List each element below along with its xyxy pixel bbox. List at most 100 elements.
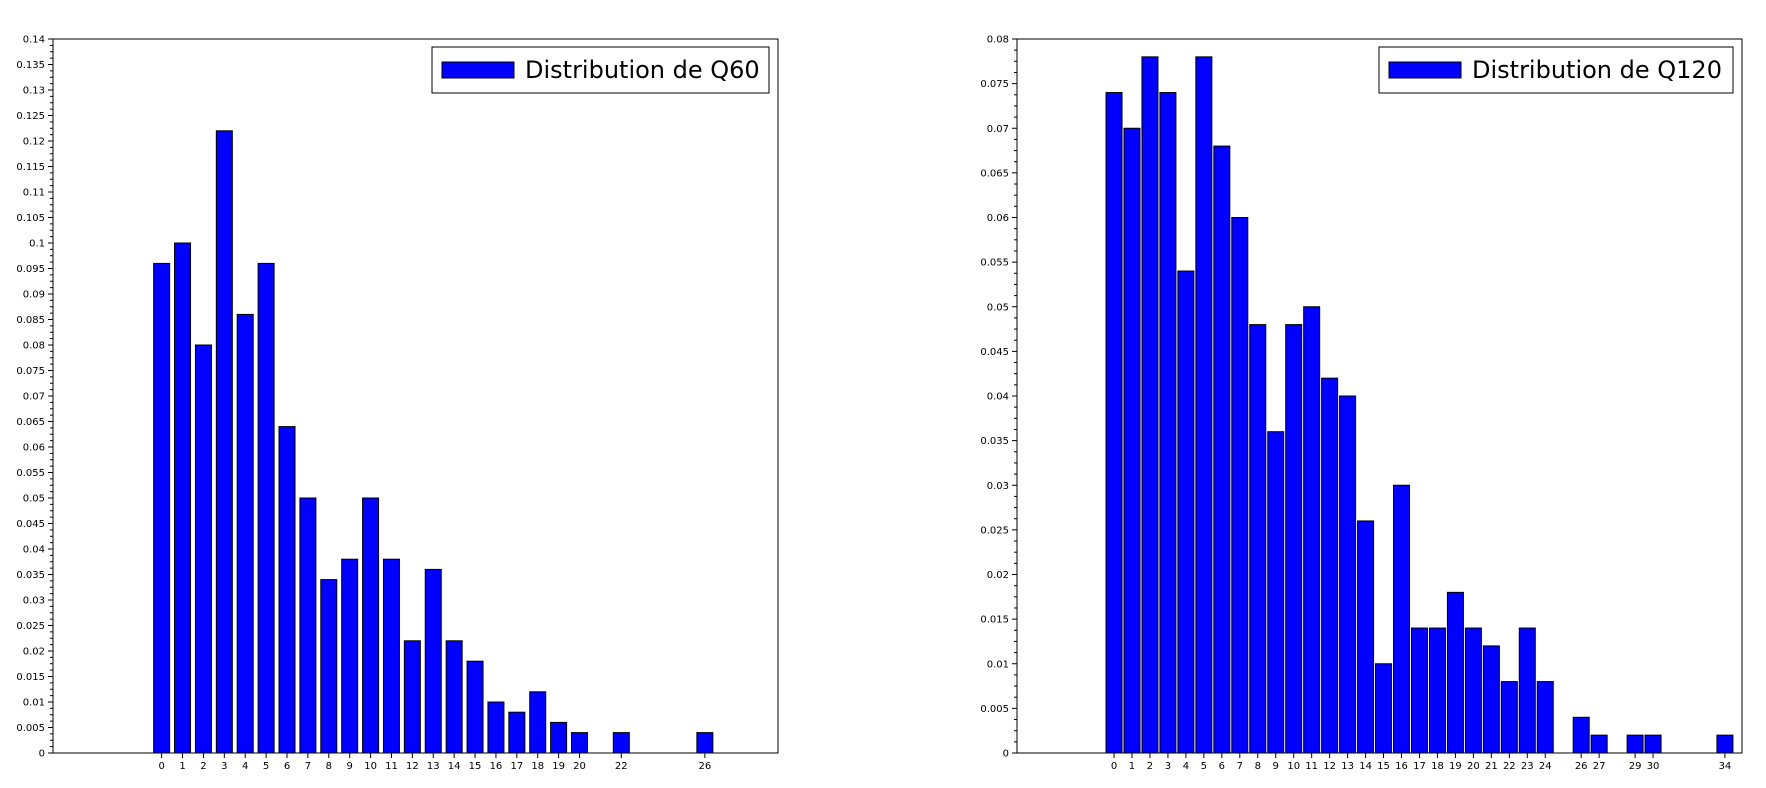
x-tick-label: 21	[1485, 761, 1498, 772]
y-tick-label: 0.05	[23, 494, 45, 505]
x-tick-label: 18	[1431, 761, 1444, 772]
y-axis: 0 0.005 0.01 0.015 0.02 0.025 0.03 0.035 0.04 0.0…	[980, 35, 1017, 760]
bar	[1159, 92, 1177, 754]
x-tick-label: 5	[1201, 761, 1207, 772]
x-tick-label: 1	[179, 761, 185, 772]
bar	[1482, 645, 1500, 754]
x-tick-label: 1	[1129, 761, 1135, 772]
bar	[236, 313, 254, 754]
x-tick-label: 22	[1503, 761, 1516, 772]
y-tick-label: 0.035	[16, 570, 45, 581]
y-tick-label: 0.03	[23, 596, 45, 607]
y-tick-label: 0.04	[987, 392, 1009, 403]
bar	[1572, 716, 1590, 754]
y-tick-label: 0.08	[23, 341, 45, 352]
bar	[257, 262, 275, 754]
x-tick-label: 8	[326, 761, 332, 772]
x-tick-label: 20	[1467, 761, 1480, 772]
x-tick-label: 7	[305, 761, 311, 772]
chart-q60: 0 0.005 0.01 0.015 0.02 0.025 0.03 0.035 0.04 0.0…	[16, 35, 779, 772]
y-tick-label: 0.01	[987, 659, 1009, 670]
x-tick-label: 18	[531, 761, 544, 772]
y-tick-label: 0.025	[16, 621, 45, 632]
bar	[1626, 734, 1644, 754]
x-tick-label: 8	[1255, 761, 1261, 772]
legend-label: Distribution de Q60	[525, 56, 760, 84]
bar	[1446, 591, 1464, 754]
y-tick-label: 0.045	[980, 347, 1009, 358]
bar	[153, 262, 171, 754]
y-tick-label: 0.065	[16, 417, 45, 428]
x-tick-label: 2	[1147, 761, 1153, 772]
x-tick-label: 3	[1165, 761, 1171, 772]
y-tick-label: 0.12	[23, 137, 45, 148]
bar	[1267, 431, 1285, 754]
y-tick-label: 0.02	[23, 647, 45, 658]
y-tick-label: 0	[1003, 749, 1009, 760]
x-tick-label: 17	[510, 761, 523, 772]
y-tick-label: 0.035	[980, 436, 1009, 447]
x-tick-label: 6	[284, 761, 290, 772]
bar	[215, 130, 233, 754]
x-tick-label: 0	[158, 761, 164, 772]
bar	[1357, 520, 1375, 754]
legend-label: Distribution de Q120	[1472, 56, 1722, 84]
x-tick-label: 12	[1323, 761, 1336, 772]
y-tick-label: 0.055	[16, 468, 45, 479]
y-tick-label: 0.03	[987, 481, 1009, 492]
legend-swatch	[1388, 61, 1462, 79]
bar	[1303, 306, 1321, 754]
x-tick-label: 26	[1575, 761, 1588, 772]
bar	[1716, 734, 1734, 754]
x-tick-label: 19	[1449, 761, 1462, 772]
x-tick-label: 34	[1719, 761, 1732, 772]
x-tick-label: 6	[1219, 761, 1225, 772]
x-tick-label: 29	[1629, 761, 1642, 772]
y-tick-label: 0.055	[980, 258, 1009, 269]
y-tick-label: 0.135	[16, 60, 45, 71]
y-tick-label: 0.01	[23, 698, 45, 709]
x-tick-label: 13	[1341, 761, 1354, 772]
bar	[194, 344, 212, 754]
x-tick-label: 26	[699, 761, 712, 772]
y-tick-label: 0.065	[980, 168, 1009, 179]
x-tick-label: 10	[1287, 761, 1300, 772]
y-minor-ticks	[1014, 49, 1017, 743]
y-tick-label: 0.13	[23, 86, 45, 97]
y-tick-label: 0.045	[16, 519, 45, 530]
bar	[550, 721, 568, 754]
bar	[508, 711, 526, 754]
y-tick-label: 0.085	[16, 315, 45, 326]
legend-swatch	[441, 61, 515, 79]
y-tick-label: 0.02	[987, 570, 1009, 581]
bar	[1249, 324, 1267, 754]
x-tick-label: 9	[1273, 761, 1279, 772]
bar	[362, 497, 380, 754]
y-tick-label: 0.005	[980, 704, 1009, 715]
legend: Distribution de Q60	[431, 46, 770, 94]
bar	[1339, 395, 1357, 754]
x-tick-label: 5	[263, 761, 269, 772]
x-tick-label: 4	[242, 761, 248, 772]
x-tick-label: 14	[448, 761, 461, 772]
y-tick-label: 0.09	[23, 290, 45, 301]
bar	[487, 701, 505, 754]
y-axis: 0 0.005 0.01 0.015 0.02 0.025 0.03 0.035 0.04 0.0…	[16, 35, 53, 760]
y-tick-label: 0.11	[23, 188, 45, 199]
x-tick-label: 10	[364, 761, 377, 772]
y-tick-label: 0.015	[980, 615, 1009, 626]
y-tick-label: 0.06	[987, 213, 1009, 224]
y-minor-ticks	[50, 44, 53, 748]
bar	[403, 640, 421, 754]
y-tick-label: 0.1	[29, 239, 45, 250]
bar	[1536, 681, 1554, 754]
x-tick-label: 0	[1111, 761, 1117, 772]
bars-q60	[153, 130, 714, 754]
bar	[529, 691, 547, 754]
bar	[1195, 56, 1213, 754]
legend: Distribution de Q120	[1378, 46, 1734, 94]
y-tick-label: 0.015	[16, 672, 45, 683]
bar	[278, 426, 296, 754]
bar	[1375, 663, 1393, 754]
